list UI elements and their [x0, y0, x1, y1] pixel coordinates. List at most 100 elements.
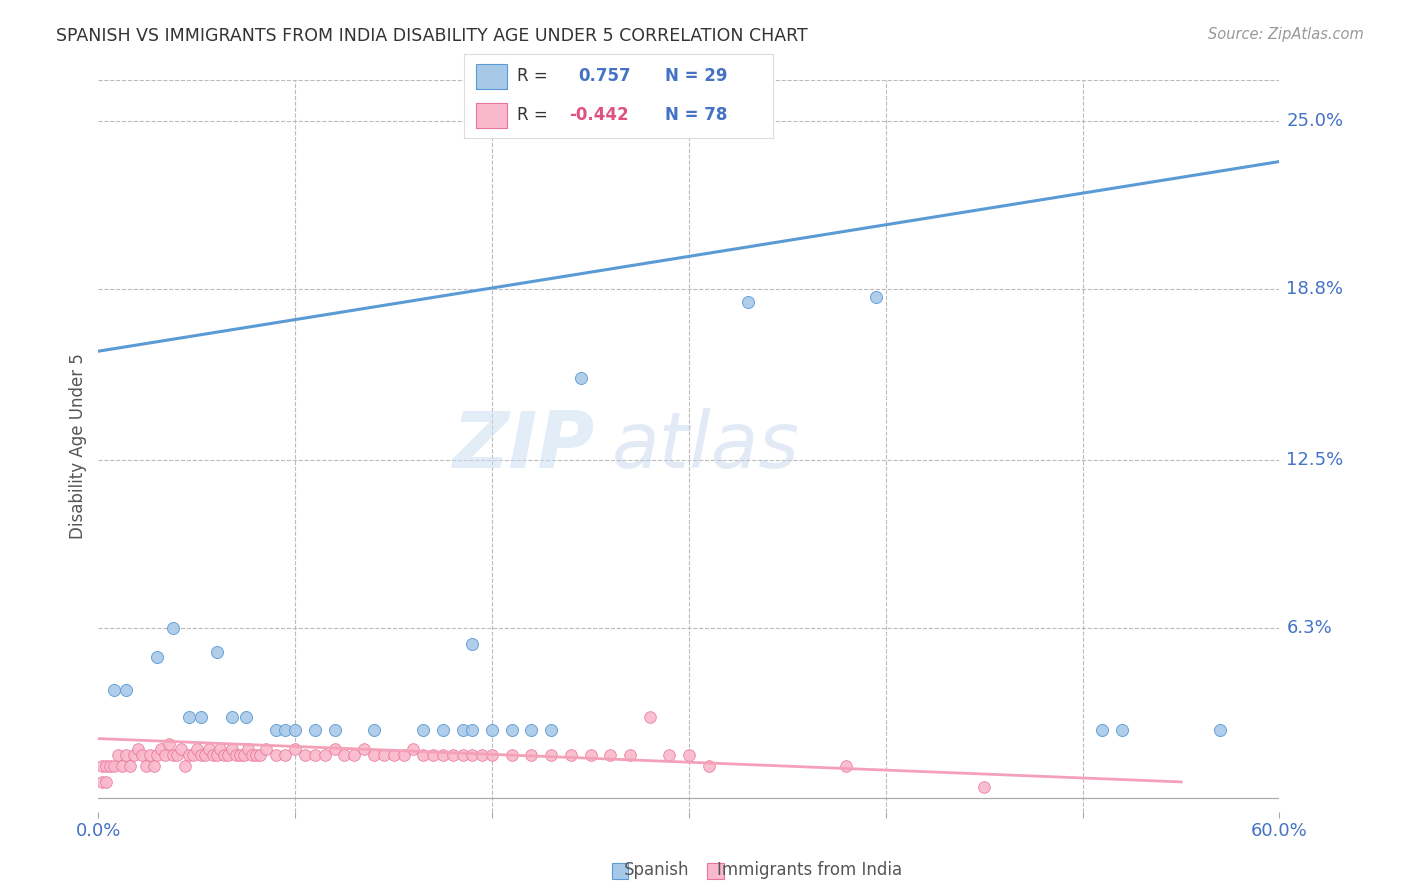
Point — [122, 747, 145, 762]
Point — [118, 758, 141, 772]
Point — [157, 737, 180, 751]
Text: atlas: atlas — [612, 408, 800, 484]
Point — [194, 747, 217, 762]
Point — [284, 742, 307, 756]
Point — [111, 758, 134, 772]
Point — [432, 747, 454, 762]
Point — [146, 747, 169, 762]
Point — [323, 723, 346, 738]
Point — [103, 682, 125, 697]
Point — [392, 747, 415, 762]
Point — [461, 637, 484, 651]
Point — [382, 747, 405, 762]
Point — [181, 747, 204, 762]
Text: -0.442: -0.442 — [569, 106, 628, 124]
Point — [451, 723, 474, 738]
Bar — [477, 63, 508, 89]
Point — [1209, 723, 1232, 738]
Point — [579, 747, 602, 762]
Text: Immigrants from India: Immigrants from India — [717, 861, 903, 879]
Point — [103, 758, 125, 772]
Point — [214, 747, 236, 762]
Text: R =: R = — [516, 68, 547, 86]
Point — [245, 747, 267, 762]
Point — [422, 747, 444, 762]
Point — [412, 723, 434, 738]
Text: 12.5%: 12.5% — [1286, 450, 1344, 468]
Point — [314, 747, 336, 762]
Point — [96, 758, 118, 772]
Point — [131, 747, 153, 762]
Point — [471, 747, 494, 762]
Point — [225, 747, 247, 762]
Point — [333, 747, 356, 762]
Y-axis label: Disability Age Under 5: Disability Age Under 5 — [69, 353, 87, 539]
Point — [91, 758, 114, 772]
Point — [190, 710, 212, 724]
Point — [115, 682, 138, 697]
Point — [540, 747, 562, 762]
Point — [229, 747, 252, 762]
Point — [138, 747, 160, 762]
Point — [170, 742, 193, 756]
Point — [1091, 723, 1114, 738]
Point — [274, 723, 297, 738]
Point — [115, 747, 138, 762]
Point — [461, 747, 484, 762]
Point — [217, 747, 239, 762]
Text: N = 78: N = 78 — [665, 106, 727, 124]
Point — [619, 747, 641, 762]
Point — [190, 747, 212, 762]
Text: 18.8%: 18.8% — [1286, 280, 1344, 298]
Point — [146, 650, 169, 665]
Point — [135, 758, 157, 772]
Point — [249, 747, 271, 762]
Text: SPANISH VS IMMIGRANTS FROM INDIA DISABILITY AGE UNDER 5 CORRELATION CHART: SPANISH VS IMMIGRANTS FROM INDIA DISABIL… — [56, 27, 808, 45]
Point — [520, 723, 543, 738]
Point — [343, 747, 366, 762]
Point — [177, 710, 200, 724]
Point — [402, 742, 425, 756]
Point — [177, 747, 200, 762]
Point — [284, 723, 307, 738]
Text: 6.3%: 6.3% — [1286, 618, 1333, 637]
Text: N = 29: N = 29 — [665, 68, 727, 86]
Point — [254, 742, 277, 756]
Point — [412, 747, 434, 762]
Bar — [477, 103, 508, 128]
Point — [155, 747, 177, 762]
Point — [501, 747, 523, 762]
Point — [481, 747, 503, 762]
Point — [353, 742, 375, 756]
Point — [166, 747, 188, 762]
Point — [221, 742, 243, 756]
Point — [638, 710, 661, 724]
Point — [569, 371, 592, 385]
Point — [678, 747, 700, 762]
Point — [323, 742, 346, 756]
Point — [98, 758, 121, 772]
Point — [150, 742, 173, 756]
Point — [304, 723, 326, 738]
Point — [96, 775, 118, 789]
Point — [209, 742, 232, 756]
Text: Spanish: Spanish — [623, 861, 689, 879]
Point — [264, 747, 287, 762]
Point — [835, 758, 858, 772]
Point — [91, 775, 114, 789]
Point — [264, 723, 287, 738]
Point — [233, 747, 256, 762]
Point — [865, 290, 887, 304]
Point — [432, 723, 454, 738]
Point — [304, 747, 326, 762]
Text: ZIP: ZIP — [453, 408, 595, 484]
Point — [481, 723, 503, 738]
Point — [142, 758, 165, 772]
Point — [174, 758, 197, 772]
Point — [560, 747, 582, 762]
Point — [274, 747, 297, 762]
Point — [520, 747, 543, 762]
Point — [501, 723, 523, 738]
Point — [221, 710, 243, 724]
Point — [973, 780, 995, 795]
